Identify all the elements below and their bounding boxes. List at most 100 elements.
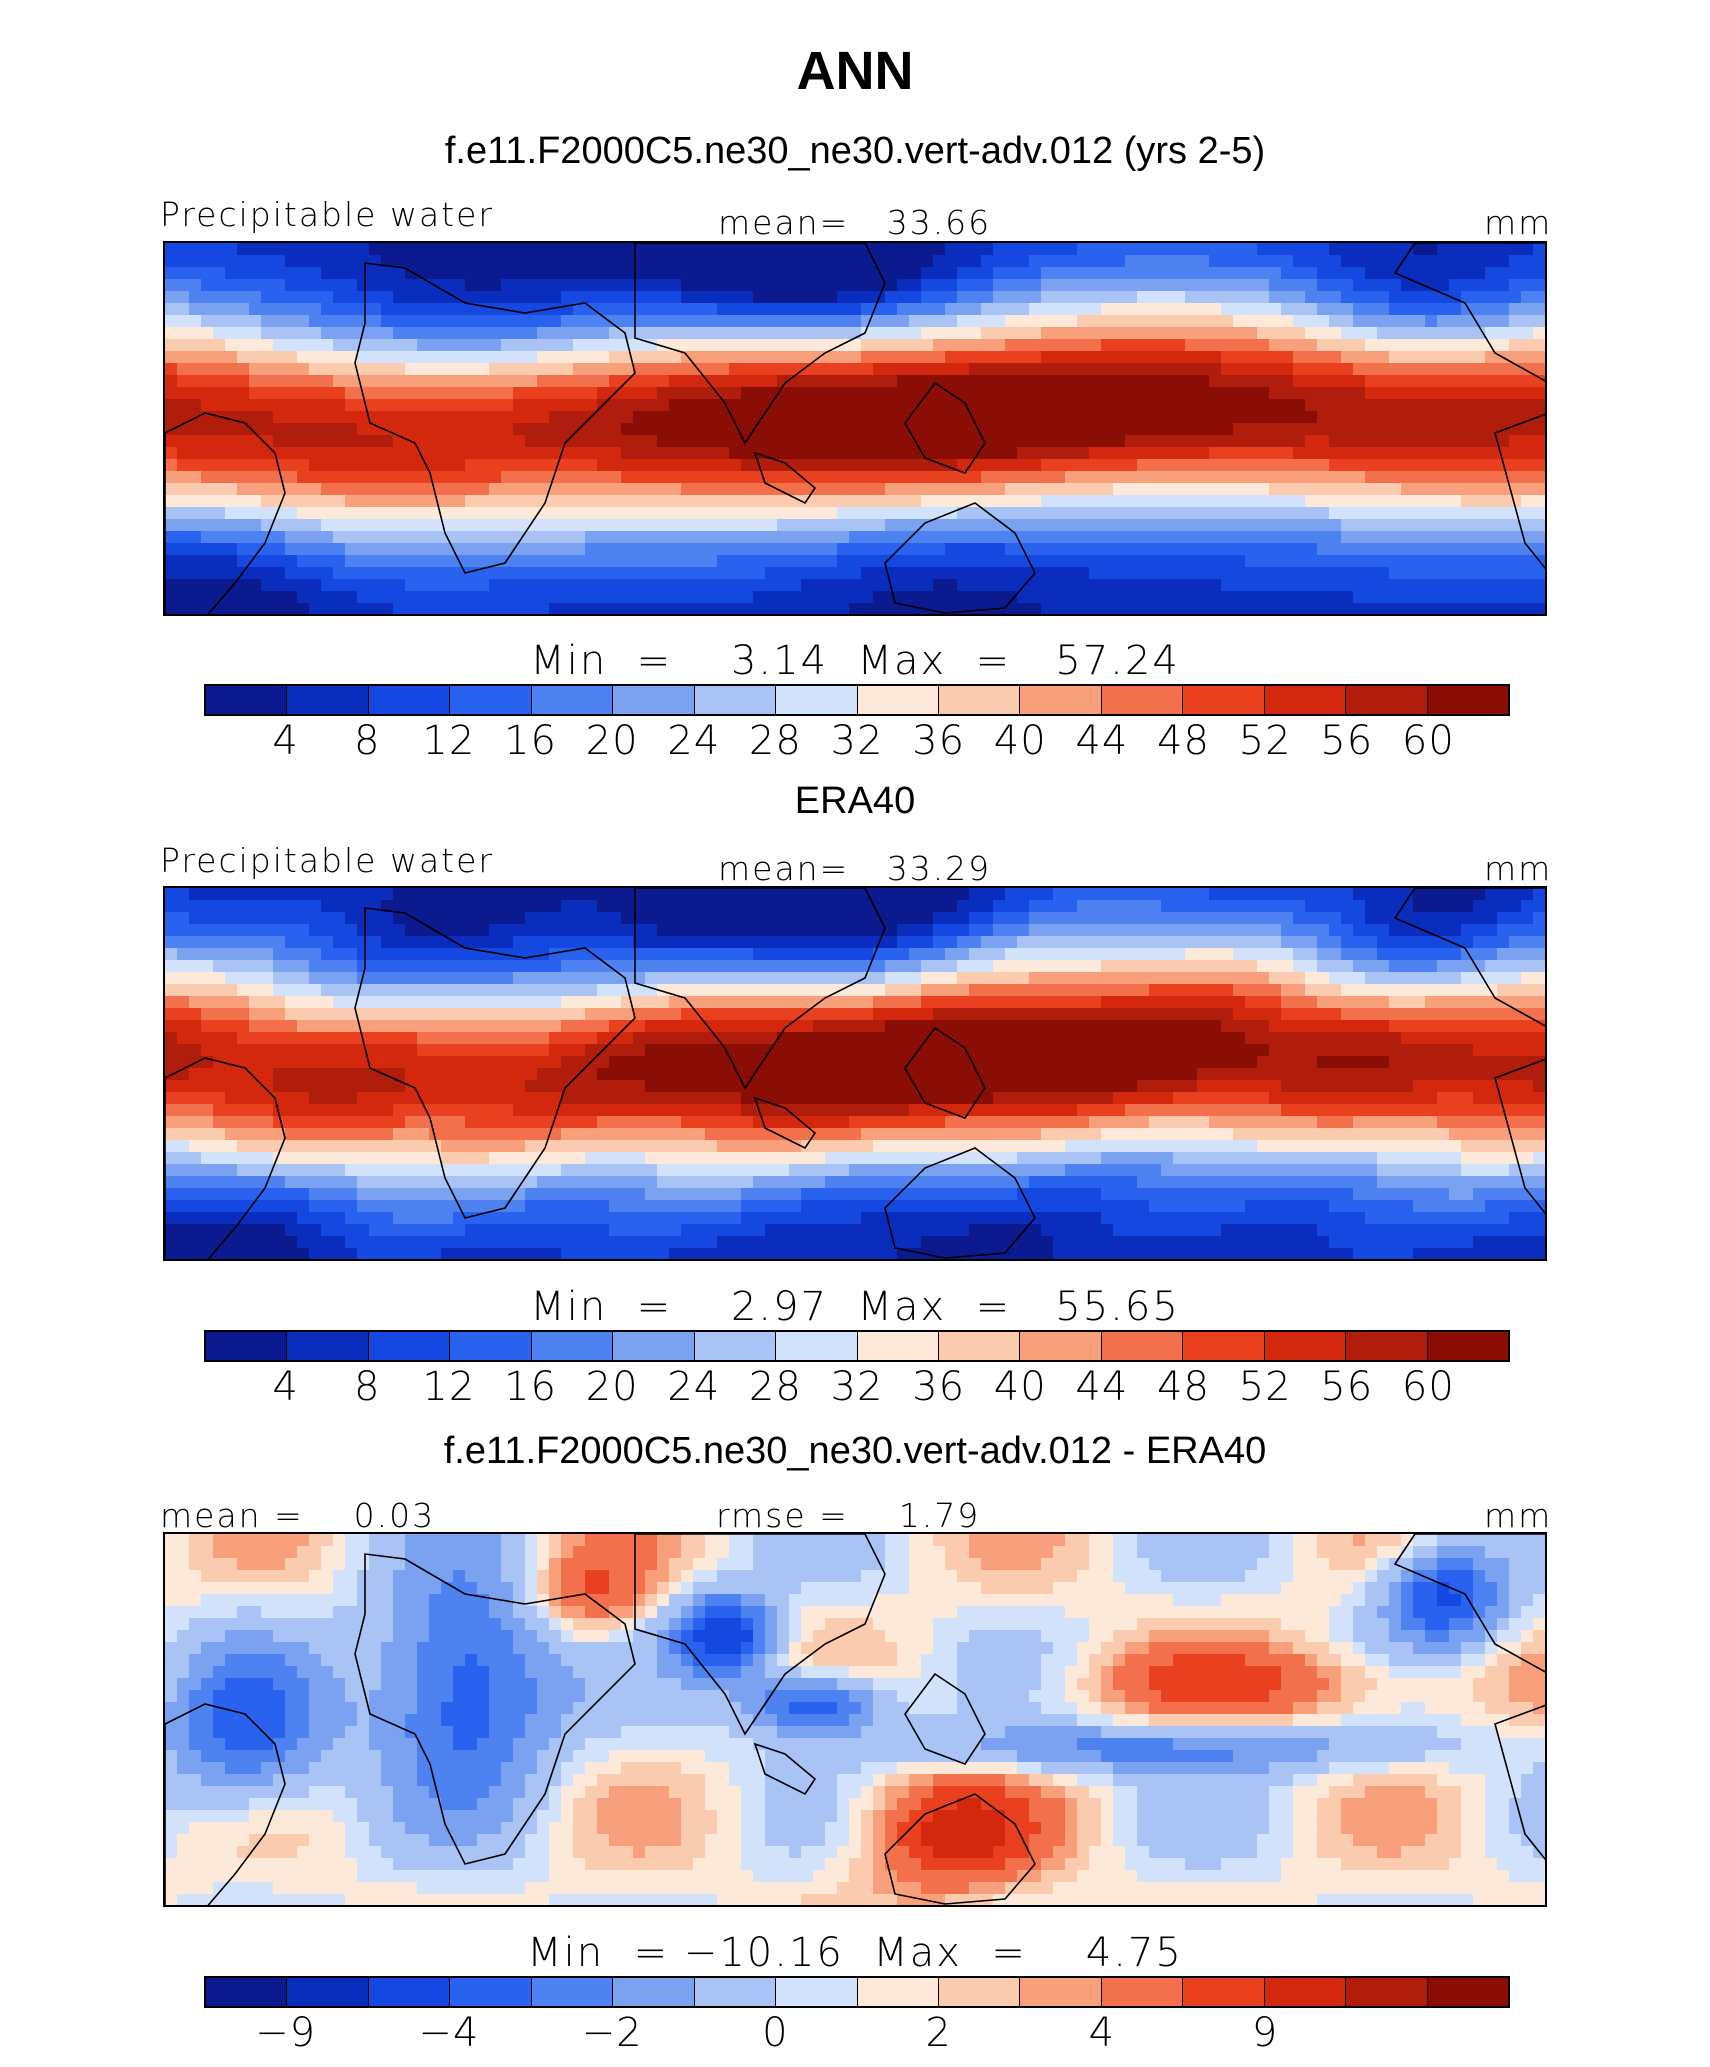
colorbar (204, 1330, 1510, 1362)
colorbar-tick-label: 24 (667, 1364, 721, 1410)
colorbar-swatch (613, 686, 695, 714)
units-label: mm (1484, 1496, 1553, 1535)
colorbar-tick-label: 36 (912, 1364, 966, 1410)
colorbar-swatch (857, 1332, 939, 1360)
colorbar-tick-label: 12 (422, 718, 476, 764)
colorbar-swatch (1183, 686, 1265, 714)
colorbar-tick-label: 48 (1157, 718, 1210, 764)
colorbar-tick-label: 52 (1238, 718, 1292, 764)
colorbar-swatch (1020, 686, 1102, 714)
colorbar-swatch (613, 1332, 695, 1360)
variable-label: Precipitable water (160, 195, 494, 234)
colorbar-swatch (1427, 1332, 1508, 1360)
colorbar-tick-label: 36 (912, 718, 966, 764)
colorbar-swatch (287, 686, 369, 714)
colorbar-swatch (450, 1978, 532, 2006)
colorbar-tick-label: 4 (1088, 2010, 1116, 2056)
colorbar-swatch (857, 686, 939, 714)
colorbar-tick-label: 4 (272, 718, 299, 764)
colorbar-swatch (694, 686, 777, 714)
colorbar-swatch (857, 1978, 939, 2006)
colorbar-tick-label: 48 (1157, 1364, 1210, 1410)
colorbar-swatch (531, 1332, 614, 1360)
colorbar-swatch (450, 686, 532, 714)
colorbar-swatch (206, 1332, 288, 1360)
colorbar-ticks: 4 8 12 16 20 24 28 32 36 40 44 48 52 56 60 (204, 1364, 1510, 1412)
colorbar-swatch (1101, 1978, 1184, 2006)
colorbar-tick-label: 12 (422, 1364, 476, 1410)
colorbar-swatch (1346, 1332, 1428, 1360)
colorbar-swatch (1020, 1332, 1102, 1360)
colorbar-tick-label: 8 (354, 718, 381, 764)
colorbar-ticks: 4 8 12 16 20 24 28 32 36 40 44 48 52 56 60 (204, 718, 1510, 766)
colorbar-swatch (694, 1978, 777, 2006)
map-plot (163, 241, 1547, 616)
mean-label: mean = 0.03 (160, 1496, 436, 1535)
colorbar-tick-label: 24 (667, 718, 721, 764)
colorbar (204, 684, 1510, 716)
colorbar-swatch (1346, 1978, 1428, 2006)
colorbar-tick-label: 28 (748, 1364, 802, 1410)
colorbar-tick-label: 0 (762, 2010, 789, 2056)
colorbar-tick-label: 60 (1401, 718, 1455, 764)
mean-label: mean= 33.29 (718, 849, 992, 888)
colorbar-tick-label: 32 (830, 1364, 884, 1410)
colorbar-tick-label: 44 (1075, 1364, 1129, 1410)
units-label: mm (1484, 203, 1553, 242)
colorbar-swatch (1101, 686, 1184, 714)
figure-title: ANN (796, 41, 914, 101)
colorbar-swatch (368, 686, 451, 714)
colorbar-swatch (776, 686, 858, 714)
colorbar-swatch (938, 1978, 1021, 2006)
colorbar-tick-label: 56 (1320, 718, 1374, 764)
variable-label: Precipitable water (160, 841, 494, 880)
colorbar-swatch (776, 1332, 858, 1360)
colorbar-swatch (938, 686, 1021, 714)
colorbar-swatch (368, 1978, 451, 2006)
colorbar-swatch (287, 1978, 369, 2006)
colorbar-tick-label: 28 (748, 718, 802, 764)
panel-subtitle: f.e11.F2000C5.ne30_ne30.vert-adv.012 (yr… (444, 130, 1266, 172)
map-plot (163, 886, 1547, 1261)
colorbar-tick-label: 20 (585, 718, 639, 764)
colorbar-swatch (531, 1978, 614, 2006)
colorbar-swatch (450, 1332, 532, 1360)
colorbar-tick-label: 9 (1251, 2010, 1279, 2056)
map-field (165, 1534, 1545, 1905)
colorbar-swatch (1183, 1978, 1265, 2006)
colorbar-tick-label: 40 (993, 1364, 1047, 1410)
colorbar-tick-label: 40 (993, 718, 1047, 764)
colorbar-tick-label: 52 (1238, 1364, 1292, 1410)
units-label: mm (1484, 849, 1553, 888)
colorbar-tick-label: 16 (504, 718, 557, 764)
colorbar-swatch (694, 1332, 777, 1360)
min-max-label: Min = 2.97 Max = 55.65 (530, 1284, 1180, 1330)
map-plot (163, 1532, 1547, 1907)
colorbar-tick-label: 60 (1401, 1364, 1455, 1410)
colorbar-swatch (368, 1332, 451, 1360)
colorbar-ticks: −9 −4 −2 0 2 4 9 (204, 2010, 1510, 2058)
colorbar-swatch (206, 686, 288, 714)
colorbar-tick-label: 2 (925, 2010, 952, 2056)
colorbar-swatch (938, 1332, 1021, 1360)
colorbar-swatch (1020, 1978, 1102, 2006)
colorbar-swatch (287, 1332, 369, 1360)
colorbar (204, 1976, 1510, 2008)
colorbar-tick-label: 44 (1075, 718, 1129, 764)
colorbar-swatch (1427, 686, 1508, 714)
colorbar-swatch (1101, 1332, 1184, 1360)
min-max-label: Min = 3.14 Max = 57.24 (530, 638, 1180, 684)
colorbar-tick-label: 16 (504, 1364, 557, 1410)
colorbar-swatch (613, 1978, 695, 2006)
map-field (165, 888, 1545, 1259)
colorbar-swatch (1264, 1978, 1347, 2006)
colorbar-tick-label: 4 (272, 1364, 299, 1410)
panel-subtitle: ERA40 (794, 780, 916, 822)
colorbar-tick-label: −4 (418, 2010, 480, 2056)
colorbar-swatch (531, 686, 614, 714)
colorbar-tick-label: 56 (1320, 1364, 1374, 1410)
colorbar-tick-label: −2 (581, 2010, 643, 2056)
colorbar-swatch (1264, 1332, 1347, 1360)
map-field (165, 243, 1545, 614)
colorbar-swatch (206, 1978, 288, 2006)
